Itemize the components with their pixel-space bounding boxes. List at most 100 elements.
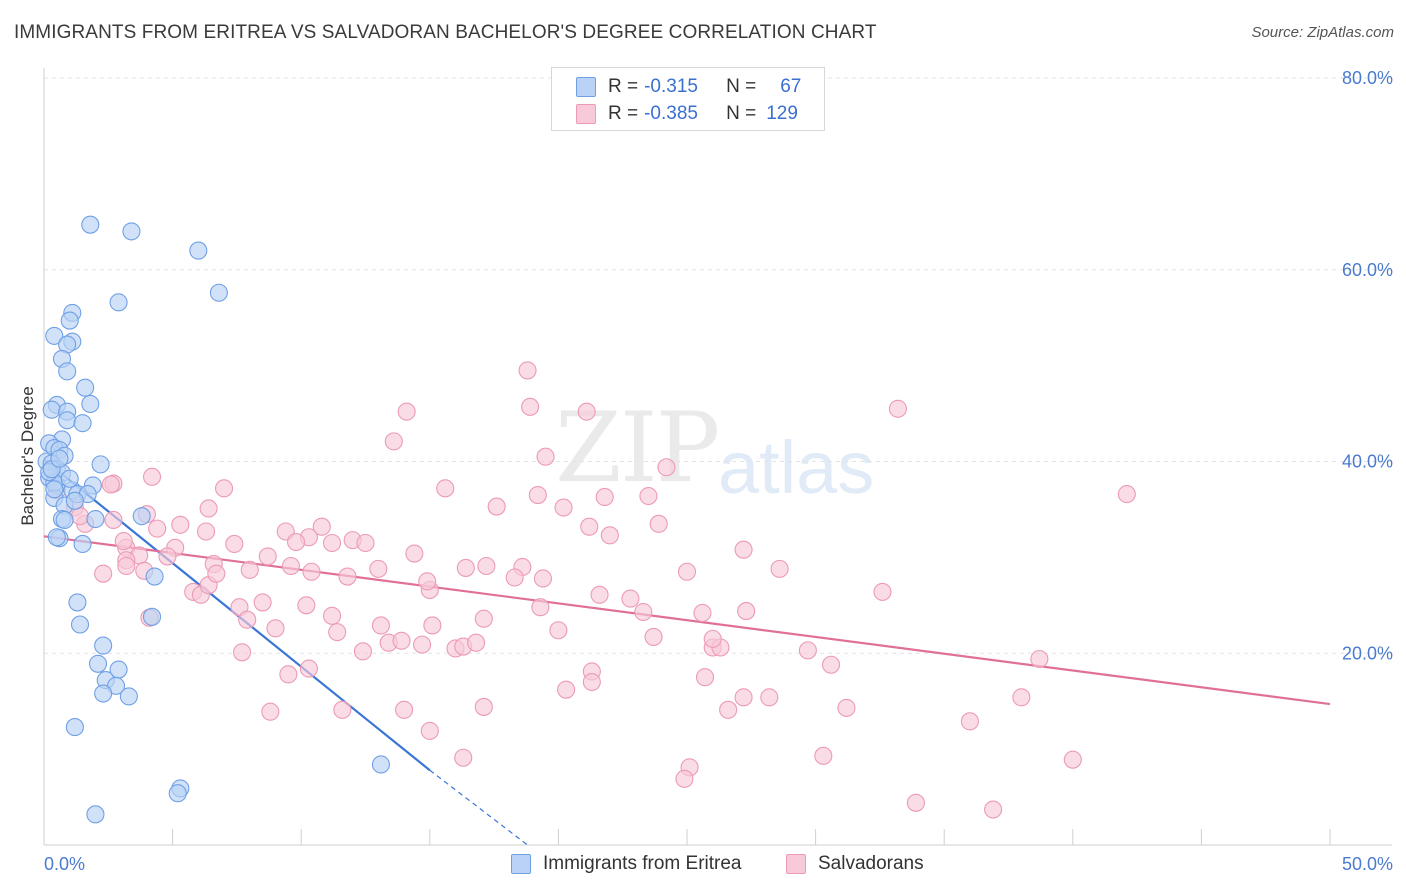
source-credit: Source: ZipAtlas.com <box>1251 24 1394 41</box>
data-point <box>312 517 331 536</box>
data-point <box>639 486 658 506</box>
data-point <box>436 479 455 498</box>
data-point <box>101 475 120 494</box>
data-point <box>384 432 403 451</box>
legend-row-eritrea: R = -0.315 N = 67 <box>576 75 801 99</box>
data-point <box>371 616 390 635</box>
data-point <box>119 687 138 706</box>
tick-labels: 20.0% 40.0% 60.0% 80.0% 0.0% 50.0% <box>44 68 1393 874</box>
data-point <box>148 519 167 538</box>
data-point <box>232 643 252 662</box>
x-tick-label: 50.0% <box>1342 854 1393 874</box>
data-point <box>45 480 64 499</box>
legend-n-value: 129 <box>766 103 798 124</box>
trend-line-1 <box>43 535 1331 706</box>
data-point <box>122 222 141 241</box>
data-point <box>94 564 113 583</box>
data-point <box>132 507 151 526</box>
data-point <box>91 455 110 474</box>
data-point <box>76 378 95 397</box>
data-point <box>554 498 573 517</box>
data-point <box>536 447 555 466</box>
data-point <box>60 311 79 330</box>
data-point <box>117 556 136 576</box>
data-point <box>580 517 599 536</box>
data-point <box>371 755 390 774</box>
axes <box>43 68 1392 846</box>
data-point <box>467 633 486 652</box>
data-point <box>238 610 257 629</box>
data-point <box>675 769 694 788</box>
data-point <box>104 510 123 530</box>
data-point <box>356 533 375 553</box>
data-point <box>50 449 69 468</box>
data-point <box>518 361 537 380</box>
data-point <box>266 619 285 638</box>
data-point <box>323 606 342 625</box>
data-point <box>906 793 925 812</box>
data-point <box>240 560 259 579</box>
data-point <box>81 215 100 234</box>
bottom-legend-salvadorans: Salvadorans <box>786 851 924 877</box>
data-point <box>693 603 712 623</box>
data-point <box>369 559 388 578</box>
data-point <box>657 458 676 477</box>
data-point <box>634 602 653 622</box>
data-point <box>677 562 697 581</box>
legend-n-label: N = <box>726 103 757 124</box>
data-point <box>279 665 298 684</box>
bottom-legend-label-eritrea: Immigrants from Eritrea <box>543 853 742 874</box>
data-point <box>58 411 77 430</box>
data-point <box>392 631 411 650</box>
data-point <box>60 469 79 488</box>
data-point <box>454 748 473 767</box>
data-point <box>474 697 493 716</box>
data-point <box>42 400 61 419</box>
data-point <box>88 654 108 673</box>
data-point <box>737 602 756 621</box>
data-point <box>695 668 715 687</box>
data-point <box>531 598 550 617</box>
data-point <box>333 700 352 719</box>
data-point <box>302 562 321 581</box>
data-point <box>719 700 738 719</box>
data-point <box>577 402 596 421</box>
legend-r-value: -0.315 <box>644 76 698 97</box>
data-point <box>621 589 640 608</box>
data-point <box>456 558 475 577</box>
data-point <box>505 568 524 587</box>
data-point <box>549 621 568 640</box>
legend-n-value: 67 <box>780 76 802 97</box>
data-point <box>984 800 1003 819</box>
data-point <box>199 499 218 518</box>
data-point <box>65 718 84 737</box>
data-point <box>287 532 306 552</box>
data-point <box>528 486 547 505</box>
data-point <box>418 572 437 591</box>
data-point <box>734 540 753 559</box>
data-point <box>837 698 856 717</box>
data-point <box>86 805 105 824</box>
data-point <box>590 585 609 604</box>
data-point <box>533 569 553 588</box>
bottom-legend-swatch-salvadorans <box>786 854 806 874</box>
legend-row-salvadorans: R = -0.385 N = 129 <box>576 102 798 126</box>
data-point <box>145 567 164 586</box>
y-tick-label: 80.0% <box>1342 68 1393 88</box>
legend-r-label: R = <box>608 76 639 97</box>
bottom-legend-swatch-eritrea <box>511 854 531 874</box>
data-point <box>45 326 64 345</box>
watermark-atlas: atlas <box>718 426 875 509</box>
data-point <box>703 629 722 648</box>
bottom-legend-label-salvadorans: Salvadorans <box>818 853 924 874</box>
data-point <box>888 399 907 418</box>
data-point <box>328 623 347 642</box>
chart-title: IMMIGRANTS FROM ERITREA VS SALVADORAN BA… <box>14 22 877 43</box>
legend-n-label: N = <box>726 76 757 97</box>
data-point <box>760 688 779 707</box>
data-point <box>70 615 90 634</box>
data-point <box>214 479 234 498</box>
data-point <box>595 487 614 507</box>
data-point <box>649 514 668 533</box>
data-point <box>297 596 316 615</box>
